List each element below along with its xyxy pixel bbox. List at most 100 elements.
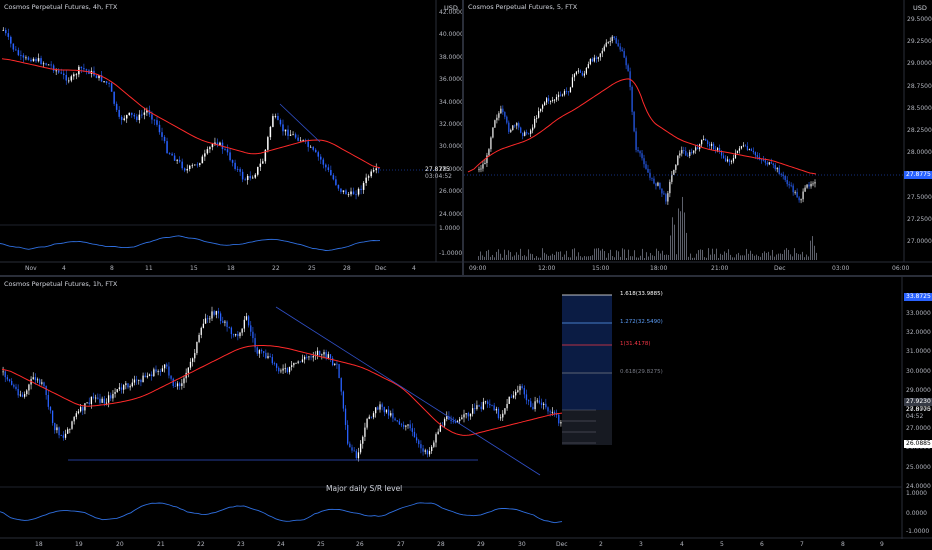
candle-body bbox=[286, 368, 289, 373]
candle-body bbox=[364, 427, 366, 437]
chart-1h-canvas[interactable] bbox=[0, 277, 932, 550]
candle-body bbox=[15, 386, 17, 389]
volume-bar bbox=[660, 253, 661, 260]
candle-body bbox=[547, 407, 549, 412]
volume-bar bbox=[482, 255, 483, 260]
candle-body bbox=[275, 363, 278, 368]
volume-bar bbox=[670, 235, 671, 260]
candle-body bbox=[144, 375, 146, 378]
candle-body bbox=[527, 400, 530, 402]
candle-body bbox=[653, 178, 655, 184]
candle-body bbox=[695, 147, 697, 151]
candle-body bbox=[34, 377, 37, 381]
candle-body bbox=[802, 191, 804, 200]
fib-level-label: 1.272(32.5490) bbox=[620, 319, 663, 325]
chart-5m-canvas[interactable] bbox=[464, 0, 932, 275]
candle-body bbox=[133, 379, 136, 383]
candle-body bbox=[135, 379, 138, 381]
candle-body bbox=[332, 175, 335, 180]
candle-body bbox=[804, 187, 806, 192]
candle-body bbox=[338, 364, 340, 379]
chart-1h-panel[interactable]: Cosmos Perpetual Futures, 1h, FTX 33.000… bbox=[0, 277, 932, 550]
volume-bar bbox=[698, 250, 699, 260]
candle-body bbox=[482, 164, 484, 169]
candle-body bbox=[681, 150, 683, 154]
candle-body bbox=[136, 116, 138, 121]
time-tick: 21 bbox=[157, 541, 165, 548]
volume-bar bbox=[664, 254, 665, 260]
candle-body bbox=[40, 58, 42, 65]
price-tick: 28.5000 bbox=[907, 104, 932, 112]
candle-body bbox=[794, 192, 796, 193]
volume-bar bbox=[560, 251, 561, 260]
chart-5m-panel[interactable]: Cosmos Perpetual Futures, 5, FTX USD 29.… bbox=[464, 0, 932, 275]
candle-body bbox=[107, 395, 110, 403]
candle-body bbox=[146, 375, 149, 378]
candle-body bbox=[545, 403, 547, 408]
candle-body bbox=[2, 371, 4, 373]
candle-body bbox=[320, 156, 322, 160]
volume-bar bbox=[546, 254, 547, 260]
candle-body bbox=[516, 123, 518, 126]
candle-body bbox=[558, 414, 560, 424]
volume-bar bbox=[674, 224, 675, 260]
candle-body bbox=[504, 112, 506, 117]
price-tag: 27.9230 bbox=[904, 398, 932, 406]
candle-body bbox=[292, 134, 294, 136]
volume-bar bbox=[530, 253, 531, 260]
candle-body bbox=[120, 116, 123, 120]
candle-body bbox=[532, 127, 534, 131]
candle-body bbox=[125, 383, 127, 386]
candle-body bbox=[265, 352, 267, 359]
time-tick: Nov bbox=[25, 265, 37, 272]
volume-bar bbox=[542, 248, 543, 260]
volume-bar bbox=[658, 250, 659, 260]
candle-body bbox=[420, 444, 422, 449]
price-tick: 40.0000 bbox=[439, 31, 462, 39]
candle-body bbox=[667, 193, 669, 202]
candle-body bbox=[249, 175, 251, 179]
time-tick: 4 bbox=[412, 265, 416, 272]
candle-body bbox=[637, 149, 639, 152]
candle-body bbox=[291, 365, 293, 367]
candle-body bbox=[433, 442, 435, 447]
volume-bar bbox=[678, 208, 679, 260]
candle-body bbox=[293, 362, 295, 366]
candle-body bbox=[6, 377, 9, 380]
candle-body bbox=[301, 359, 304, 362]
candle-body bbox=[506, 116, 508, 123]
candle-body bbox=[362, 183, 365, 190]
candle-body bbox=[567, 91, 570, 93]
candle-body bbox=[254, 174, 257, 178]
volume-bar bbox=[554, 255, 555, 260]
time-tick: 2 bbox=[599, 541, 603, 548]
volume-bar bbox=[610, 249, 611, 260]
candle-body bbox=[274, 116, 277, 117]
candle-body bbox=[206, 149, 209, 154]
candle-body bbox=[232, 334, 235, 336]
candle-body bbox=[23, 394, 26, 397]
candle-body bbox=[728, 159, 731, 163]
volume-bar bbox=[562, 256, 563, 260]
candle-body bbox=[17, 50, 20, 56]
candle-body bbox=[176, 383, 179, 387]
candle-body bbox=[105, 402, 108, 404]
price-tick: 27.0000 bbox=[907, 238, 932, 245]
volume-bar bbox=[684, 212, 685, 260]
volume-bar bbox=[616, 250, 617, 260]
chart-4h-panel[interactable]: Cosmos Perpetual Futures, 4h, FTX USD 42… bbox=[0, 0, 462, 275]
time-tick: Dec bbox=[375, 265, 387, 272]
candle-body bbox=[560, 422, 562, 424]
candle-body bbox=[156, 120, 158, 125]
candle-body bbox=[790, 185, 792, 187]
candle-body bbox=[478, 169, 480, 171]
candle-body bbox=[780, 174, 782, 176]
countdown-tag: 04:52 bbox=[906, 413, 924, 420]
chart-4h-canvas[interactable] bbox=[0, 0, 462, 275]
price-tick: 24.0000 bbox=[439, 210, 462, 218]
sr-level-annotation[interactable]: Major daily S/R level bbox=[326, 484, 403, 493]
candle-body bbox=[204, 318, 207, 324]
candle-body bbox=[282, 124, 284, 132]
candle-body bbox=[415, 437, 418, 441]
candle-body bbox=[138, 114, 141, 121]
